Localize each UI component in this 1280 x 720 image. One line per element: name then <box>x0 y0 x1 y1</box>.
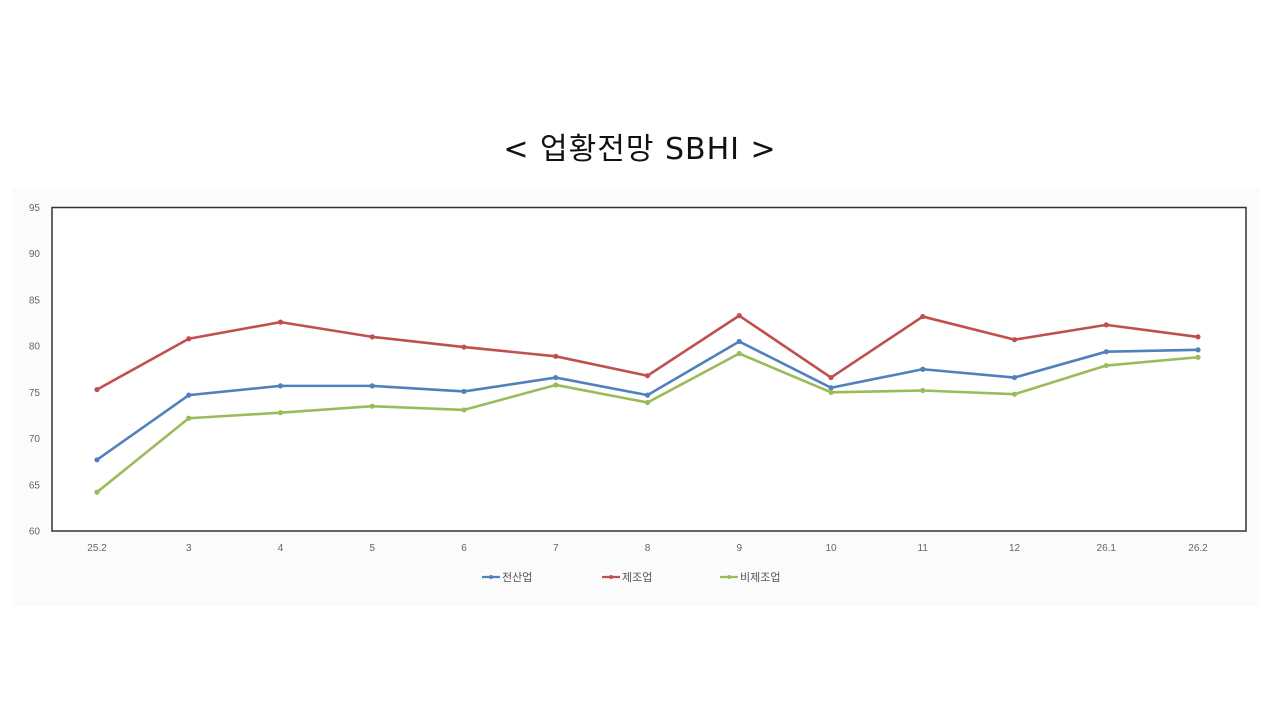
plot-area-frame <box>51 206 1247 532</box>
data-point-marker <box>277 383 284 389</box>
data-point-marker <box>369 334 375 340</box>
y-tick-label: 60 <box>29 527 41 538</box>
data-point-marker <box>920 387 926 394</box>
series-비제조업 <box>94 350 1201 495</box>
x-tick-label: 26.2 <box>1188 543 1208 554</box>
data-point-marker <box>828 389 834 395</box>
x-tick-label: 11 <box>918 543 929 554</box>
x-tick-label: 26.1 <box>1097 543 1117 554</box>
data-point-marker <box>186 392 192 398</box>
x-tick-label: 4 <box>278 543 284 554</box>
y-axis-ticks: 95 90 85 80 75 70 65 60 <box>29 203 41 538</box>
y-tick-label: 95 <box>29 203 41 214</box>
data-point-marker <box>461 407 467 413</box>
legend-marker-icon <box>609 575 613 579</box>
data-point-marker <box>369 383 375 389</box>
data-point-marker <box>1103 349 1109 355</box>
data-point-marker <box>186 415 192 421</box>
y-tick-label: 85 <box>29 295 41 306</box>
data-point-marker <box>644 392 651 398</box>
data-point-marker <box>736 338 742 345</box>
data-point-marker <box>186 336 192 342</box>
data-point-marker <box>277 410 284 416</box>
legend: 전산업 제조업 비제조업 <box>482 571 780 584</box>
series-lines <box>94 313 1201 495</box>
legend-item: 전산업 <box>482 571 532 584</box>
data-point-marker <box>369 403 375 409</box>
data-point-marker <box>1103 322 1109 328</box>
y-tick-label: 70 <box>29 434 41 445</box>
y-tick-label: 80 <box>29 342 41 353</box>
x-tick-label: 3 <box>186 543 192 554</box>
data-point-marker <box>553 374 559 381</box>
legend-item: 제조업 <box>602 571 652 584</box>
data-point-marker <box>1195 334 1201 340</box>
data-point-marker <box>277 319 284 325</box>
data-point-marker <box>553 382 559 388</box>
legend-marker-icon <box>489 575 493 579</box>
chart-title: < 업황전망 SBHI > <box>503 132 777 167</box>
legend-marker-icon <box>727 575 731 579</box>
data-point-marker <box>1011 337 1018 343</box>
data-point-marker <box>1103 362 1109 369</box>
data-point-marker <box>920 313 926 320</box>
data-point-marker <box>461 388 467 395</box>
x-tick-label: 5 <box>369 543 375 554</box>
data-point-marker <box>736 313 742 319</box>
data-point-marker <box>94 457 100 463</box>
y-tick-label: 90 <box>29 249 41 260</box>
data-point-marker <box>1195 354 1201 360</box>
x-axis-ticks: 25.2 3 4 5 6 7 8 9 10 11 12 26.1 26.2 <box>87 543 1208 554</box>
x-tick-label: 8 <box>645 543 651 554</box>
data-point-marker <box>644 399 651 406</box>
data-point-marker <box>828 374 834 381</box>
x-tick-label: 25.2 <box>87 543 107 554</box>
data-point-marker <box>828 385 834 391</box>
y-tick-label: 75 <box>29 388 41 399</box>
data-point-marker <box>1011 391 1018 397</box>
series-제조업 <box>94 313 1201 393</box>
data-point-marker <box>461 344 467 350</box>
data-point-marker <box>553 353 559 359</box>
x-tick-label: 12 <box>1009 543 1021 554</box>
legend-label: 전산업 <box>502 571 532 584</box>
legend-label: 제조업 <box>622 571 652 584</box>
data-point-marker <box>1011 374 1018 381</box>
legend-label: 비제조업 <box>740 571 780 584</box>
x-tick-label: 9 <box>736 543 742 554</box>
x-tick-label: 7 <box>553 543 559 554</box>
data-point-marker <box>644 373 651 379</box>
data-point-marker <box>94 386 100 393</box>
x-tick-label: 10 <box>825 543 837 554</box>
y-tick-label: 65 <box>29 480 41 491</box>
data-point-marker <box>736 350 742 357</box>
legend-item: 비제조업 <box>720 571 780 584</box>
data-point-marker <box>1195 347 1201 353</box>
series-전산업 <box>94 338 1201 463</box>
data-point-marker <box>920 366 926 372</box>
x-tick-label: 6 <box>461 543 467 554</box>
data-point-marker <box>94 489 100 495</box>
